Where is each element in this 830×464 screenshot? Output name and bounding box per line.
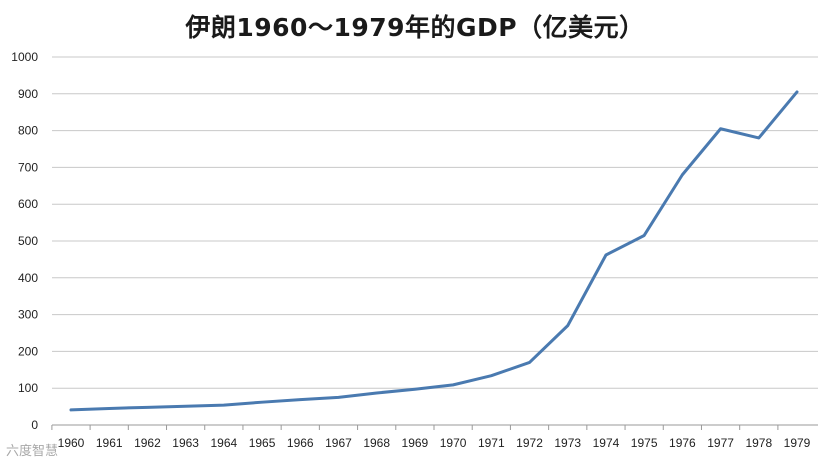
x-tick-label: 1973 — [554, 436, 581, 450]
data-point — [299, 398, 302, 401]
x-tick-label: 1963 — [172, 436, 199, 450]
x-tick-label: 1960 — [58, 436, 85, 450]
data-point — [757, 136, 760, 140]
x-tick-label: 1972 — [516, 436, 543, 450]
x-tick-label: 1969 — [402, 436, 429, 450]
y-tick-label: 0 — [31, 418, 38, 432]
data-point — [413, 388, 417, 391]
y-tick-label: 400 — [18, 271, 38, 285]
x-tick-label: 1977 — [707, 436, 734, 450]
data-point — [260, 400, 264, 404]
y-tick-label: 700 — [18, 160, 38, 174]
x-tick-label: 1965 — [249, 436, 276, 450]
x-tick-label: 1979 — [784, 436, 811, 450]
x-axis-ticks: 1960 1961 1962 1963 1964 1965 1966 1967 1968 1969… — [51, 425, 811, 450]
x-tick-label: 1975 — [631, 436, 658, 450]
series-layer — [69, 90, 799, 412]
y-tick-label: 100 — [18, 381, 38, 395]
data-point — [451, 383, 455, 387]
data-point — [69, 408, 73, 412]
y-tick-label: 300 — [18, 308, 38, 322]
data-point — [222, 403, 226, 407]
data-point — [604, 253, 608, 257]
data-point — [490, 374, 493, 377]
data-point — [681, 173, 684, 176]
y-tick-label: 800 — [18, 124, 38, 138]
x-tick-label: 1976 — [669, 436, 696, 450]
y-tick-label: 1000 — [11, 50, 38, 64]
data-point — [337, 396, 340, 399]
data-point — [184, 405, 187, 408]
x-tick-label: 1971 — [478, 436, 505, 450]
data-point — [375, 391, 378, 395]
data-point — [719, 127, 722, 130]
data-point — [528, 361, 531, 364]
x-tick-label: 1967 — [325, 436, 352, 450]
x-tick-label: 1962 — [134, 436, 161, 450]
y-tick-label: 600 — [18, 197, 38, 211]
grid-layer — [52, 56, 818, 426]
x-tick-label: 1970 — [440, 436, 467, 450]
x-tick-label: 1961 — [96, 436, 123, 450]
y-tick-label: 200 — [18, 344, 38, 358]
data-point — [146, 406, 149, 409]
chart-title: 伊朗1960～1979年的GDP（亿美元） — [185, 13, 645, 42]
watermark: 六度智慧 — [6, 440, 59, 459]
series-line-gdp — [69, 90, 799, 412]
x-tick-label: 1974 — [593, 436, 620, 450]
data-point — [642, 234, 646, 237]
data-point — [566, 324, 569, 327]
data-point — [795, 90, 799, 94]
x-tick-label: 1964 — [210, 436, 237, 450]
x-tick-label: 1966 — [287, 436, 314, 450]
y-tick-label: 900 — [18, 87, 38, 101]
y-tick-label: 500 — [18, 234, 38, 248]
y-axis-ticks: 0 100 200 300 400 500 600 700 800 900 1000 — [11, 50, 38, 432]
data-point — [108, 407, 111, 410]
x-tick-label: 1978 — [745, 436, 772, 450]
x-tick-label: 1968 — [363, 436, 390, 450]
